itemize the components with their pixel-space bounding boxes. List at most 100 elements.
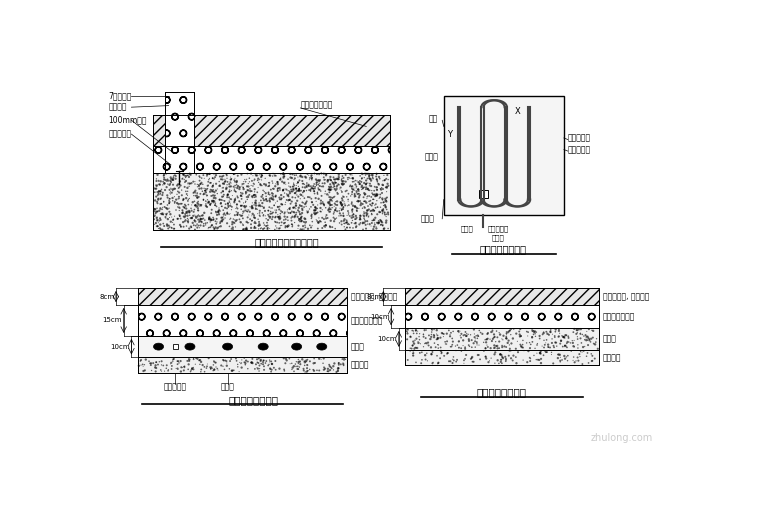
Point	[262, 207, 274, 215]
Point	[522, 328, 534, 336]
Point	[297, 199, 309, 207]
Point	[324, 186, 336, 194]
Point	[559, 341, 571, 350]
Point	[547, 359, 559, 367]
Point	[276, 194, 288, 202]
Bar	[479, 190, 488, 198]
Point	[321, 367, 334, 375]
Point	[379, 211, 391, 219]
Point	[220, 185, 233, 193]
Point	[209, 225, 221, 233]
Point	[488, 334, 500, 342]
Point	[167, 215, 179, 224]
Point	[230, 204, 242, 212]
Point	[217, 213, 229, 221]
Point	[158, 179, 170, 187]
Point	[365, 222, 377, 230]
Point	[309, 210, 321, 218]
Point	[502, 328, 515, 336]
Point	[579, 331, 591, 339]
Point	[366, 210, 378, 218]
Point	[524, 338, 536, 346]
Point	[359, 217, 372, 225]
Point	[228, 197, 240, 205]
Point	[255, 357, 267, 365]
Point	[296, 217, 308, 225]
Point	[209, 217, 221, 226]
Point	[299, 358, 312, 366]
Point	[420, 334, 432, 342]
Point	[358, 214, 370, 223]
Point	[568, 343, 581, 351]
Point	[173, 183, 185, 191]
Point	[230, 187, 242, 196]
Point	[542, 340, 554, 348]
Text: 制冷: 制冷	[428, 114, 438, 123]
Point	[162, 177, 174, 185]
Point	[358, 212, 370, 220]
Point	[239, 188, 252, 196]
Point	[157, 219, 169, 228]
Bar	[405, 305, 599, 328]
Point	[263, 360, 275, 368]
Point	[310, 217, 322, 225]
Point	[180, 187, 192, 196]
Point	[369, 201, 381, 209]
Point	[307, 201, 319, 209]
Point	[299, 173, 312, 181]
Text: 冷却泵: 冷却泵	[420, 214, 435, 224]
Point	[323, 208, 335, 216]
Point	[204, 170, 216, 178]
Point	[229, 211, 241, 219]
Point	[316, 224, 328, 232]
Point	[328, 208, 340, 216]
Point	[272, 203, 284, 211]
Point	[183, 179, 195, 187]
Point	[278, 365, 290, 373]
Point	[373, 218, 385, 227]
Point	[224, 173, 236, 181]
Point	[281, 213, 293, 221]
Point	[237, 226, 249, 234]
Point	[309, 170, 321, 178]
Point	[507, 357, 519, 365]
Point	[253, 218, 265, 226]
Point	[353, 194, 365, 202]
Point	[252, 358, 264, 366]
Point	[527, 338, 539, 346]
Point	[201, 170, 214, 178]
Point	[329, 206, 341, 214]
Point	[296, 177, 309, 185]
Point	[562, 338, 574, 346]
Point	[530, 349, 543, 357]
Point	[165, 178, 177, 186]
Point	[413, 333, 425, 341]
Point	[283, 209, 295, 217]
Point	[378, 176, 391, 184]
Point	[546, 348, 558, 357]
Point	[226, 225, 238, 233]
Point	[586, 357, 598, 365]
Point	[201, 185, 213, 194]
Point	[305, 182, 317, 190]
Point	[318, 215, 330, 223]
Point	[576, 330, 588, 338]
Point	[529, 344, 541, 353]
Point	[311, 177, 323, 185]
Point	[308, 206, 320, 214]
Point	[432, 359, 445, 367]
Point	[177, 171, 189, 179]
Point	[306, 198, 318, 206]
Point	[229, 196, 241, 204]
Point	[245, 212, 258, 220]
Point	[150, 184, 162, 193]
Point	[470, 332, 482, 340]
Point	[225, 175, 237, 183]
Point	[154, 189, 166, 198]
Point	[297, 179, 309, 187]
Point	[260, 193, 272, 201]
Point	[318, 222, 331, 230]
Point	[188, 192, 200, 200]
Point	[164, 195, 176, 203]
Point	[352, 198, 364, 206]
